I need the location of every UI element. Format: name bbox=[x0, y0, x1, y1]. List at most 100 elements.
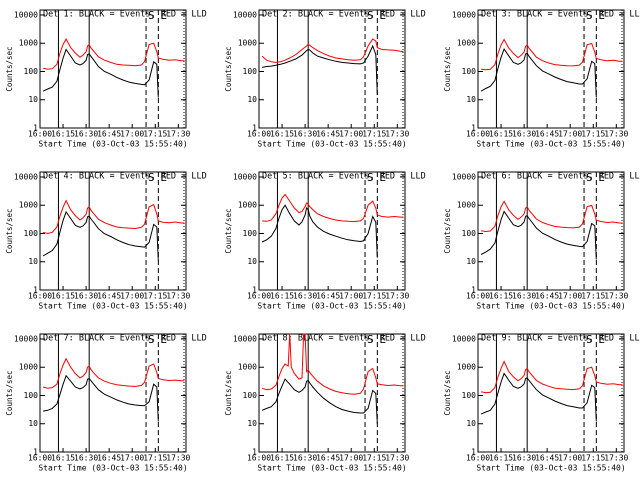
x-tick-label: 17:30 bbox=[604, 454, 628, 463]
y-tick-label: 1 bbox=[252, 448, 257, 457]
y-tick-label: 10000 bbox=[233, 10, 257, 19]
y-tick-label: 1000 bbox=[19, 363, 38, 372]
panel-title: Det 4: BLACK = Events, RED = LLD bbox=[43, 172, 207, 182]
marker-label-s: S bbox=[367, 171, 374, 184]
panel-title: Det 1: BLACK = Events, RED = LLD bbox=[43, 10, 207, 20]
marker-label-s: S bbox=[148, 333, 155, 346]
marker-label-e: E bbox=[160, 171, 167, 184]
x-tick-label: 16:45 bbox=[97, 130, 121, 139]
x-tick-label: 17:00 bbox=[120, 454, 144, 463]
y-tick-label: 100 bbox=[462, 67, 477, 76]
marker-label-s: S bbox=[586, 9, 593, 22]
series-line-events bbox=[42, 210, 159, 261]
y-tick-label: 10 bbox=[247, 419, 257, 428]
x-tick-label: 16:15 bbox=[489, 454, 513, 463]
panel-title: Det 7: BLACK = Events, RED = LLD bbox=[43, 334, 207, 344]
x-tick-label: 16:00 bbox=[247, 130, 271, 139]
plot-frame bbox=[477, 9, 625, 129]
y-tick-label: 10000 bbox=[452, 10, 476, 19]
x-tick-label: 17:30 bbox=[385, 130, 409, 139]
x-tick-label: 16:15 bbox=[51, 292, 75, 301]
x-tick-label: 16:45 bbox=[97, 292, 121, 301]
x-tick-label: 16:30 bbox=[74, 130, 98, 139]
series-line-events bbox=[261, 378, 378, 424]
marker-label-e: E bbox=[598, 9, 605, 22]
marker-label-e: E bbox=[598, 171, 605, 184]
y-tick-label: 10 bbox=[28, 257, 38, 266]
x-tick-label: 16:30 bbox=[512, 130, 536, 139]
x-tick-label: 17:00 bbox=[558, 292, 582, 301]
panel-title: Det 5: BLACK = Events, RED = LLD bbox=[262, 172, 426, 182]
y-tick-label: 10 bbox=[466, 95, 476, 104]
plot-frame bbox=[258, 333, 406, 453]
panel-title: Det 2: BLACK = Events, RED = LLD bbox=[262, 10, 426, 20]
plot-frame bbox=[477, 333, 625, 453]
x-axis-label: Start Time (03-Oct-03 15:55:40) bbox=[476, 302, 625, 311]
marker-label-s: S bbox=[586, 171, 593, 184]
x-axis-label: Start Time (03-Oct-03 15:55:40) bbox=[257, 140, 406, 149]
x-tick-label: 17:00 bbox=[120, 130, 144, 139]
y-tick-label: 10000 bbox=[14, 172, 38, 181]
panel-title: Det 8: BLACK = Events, RED = LLD bbox=[262, 334, 426, 344]
x-tick-label: 16:30 bbox=[74, 292, 98, 301]
x-tick-label: 17:15 bbox=[362, 130, 386, 139]
x-tick-label: 17:30 bbox=[166, 454, 190, 463]
x-tick-label: 16:00 bbox=[466, 292, 490, 301]
x-tick-label: 17:15 bbox=[362, 454, 386, 463]
y-tick-label: 100 bbox=[243, 67, 258, 76]
y-axis-label: Counts/sec bbox=[5, 208, 14, 253]
series-line-lld bbox=[481, 38, 623, 71]
x-tick-label: 16:00 bbox=[28, 130, 52, 139]
x-tick-label: 17:30 bbox=[385, 292, 409, 301]
x-tick-label: 16:45 bbox=[535, 130, 559, 139]
plot-frame bbox=[39, 9, 187, 129]
x-tick-label: 17:00 bbox=[558, 454, 582, 463]
y-tick-label: 1000 bbox=[238, 201, 257, 210]
marker-label-e: E bbox=[160, 9, 167, 22]
x-tick-label: 16:00 bbox=[28, 292, 52, 301]
marker-label-e: E bbox=[379, 9, 386, 22]
plot-frame bbox=[39, 333, 187, 453]
panel-title: Det 6: BLACK = Events, RED = LLD bbox=[481, 172, 640, 182]
x-axis-label: Start Time (03-Oct-03 15:55:40) bbox=[476, 464, 625, 473]
y-tick-label: 1000 bbox=[238, 363, 257, 372]
y-tick-label: 10000 bbox=[233, 172, 257, 181]
y-axis-label: Counts/sec bbox=[224, 370, 233, 415]
y-tick-label: 100 bbox=[24, 229, 39, 238]
x-tick-label: 16:15 bbox=[51, 454, 75, 463]
y-axis-label: Counts/sec bbox=[224, 46, 233, 91]
y-tick-label: 10 bbox=[247, 95, 257, 104]
x-tick-label: 16:15 bbox=[270, 292, 294, 301]
y-tick-label: 10000 bbox=[452, 172, 476, 181]
plot-frame bbox=[258, 171, 406, 291]
x-tick-label: 17:00 bbox=[339, 292, 363, 301]
series-line-events bbox=[261, 204, 378, 258]
series-line-lld bbox=[261, 38, 404, 63]
marker-label-s: S bbox=[367, 333, 374, 346]
y-axis-label: Counts/sec bbox=[443, 46, 452, 91]
x-tick-label: 17:30 bbox=[385, 454, 409, 463]
series-line-lld bbox=[42, 357, 185, 389]
x-axis-label: Start Time (03-Oct-03 15:55:40) bbox=[38, 464, 187, 473]
y-tick-label: 100 bbox=[24, 391, 39, 400]
series-line-events bbox=[480, 210, 597, 260]
y-tick-label: 1000 bbox=[238, 39, 257, 48]
series-line-lld bbox=[481, 360, 623, 394]
y-tick-label: 10000 bbox=[452, 334, 476, 343]
y-tick-label: 1000 bbox=[457, 363, 476, 372]
x-tick-label: 16:15 bbox=[270, 130, 294, 139]
x-tick-label: 16:30 bbox=[512, 292, 536, 301]
x-tick-label: 17:00 bbox=[339, 454, 363, 463]
y-axis-label: Counts/sec bbox=[443, 370, 452, 415]
x-tick-label: 16:15 bbox=[51, 130, 75, 139]
marker-label-s: S bbox=[148, 171, 155, 184]
y-tick-label: 1000 bbox=[19, 201, 38, 210]
marker-label-e: E bbox=[160, 333, 167, 346]
series-line-lld bbox=[261, 333, 404, 395]
